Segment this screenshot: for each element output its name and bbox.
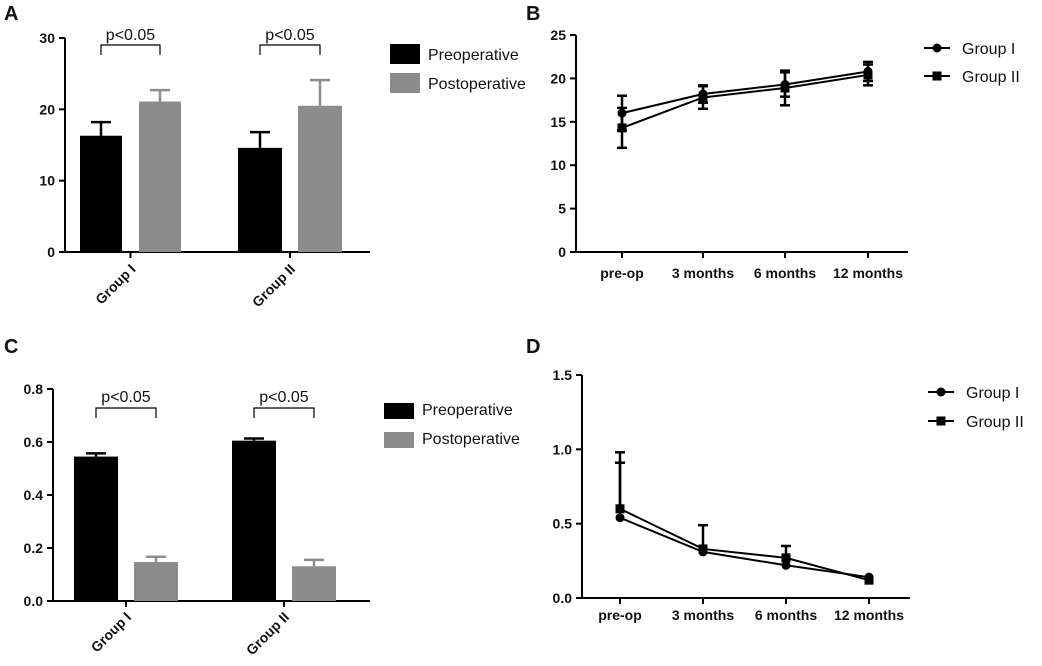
y-tick-label: 0 — [47, 244, 55, 260]
y-tick-label: 25 — [550, 27, 566, 43]
y-tick-label: 10 — [39, 173, 55, 189]
legend-swatch — [390, 44, 420, 64]
panel-letter: B — [526, 3, 540, 25]
x-category-label: Group I — [92, 261, 139, 308]
y-tick-label: 0.5 — [553, 516, 573, 532]
series-line-group-1 — [621, 70, 869, 115]
panel-letter: C — [4, 336, 18, 358]
data-point-group-2 — [615, 504, 625, 514]
legend-marker-square — [932, 71, 942, 81]
data-point-group-2 — [864, 575, 874, 585]
y-tick-label: 5 — [558, 201, 566, 217]
bar-preoperative — [232, 440, 276, 601]
x-category-label: 12 months — [834, 607, 904, 623]
data-point-group-2 — [698, 92, 708, 102]
data-point-group-2 — [617, 123, 627, 133]
x-category-label: Group I — [88, 609, 135, 656]
x-category-label: Group II — [243, 609, 292, 658]
y-tick-label: 0.6 — [24, 434, 44, 450]
panel-b: B 0 5 10 15 20 25 pre-op 3 months 6 months 12 mont… — [526, 3, 1020, 281]
y-tick-label: 0.4 — [24, 487, 44, 503]
data-point-group-1 — [781, 560, 791, 570]
x-category-label: 6 months — [754, 265, 816, 281]
y-tick-label: 0 — [558, 244, 566, 260]
x-category-label: pre-op — [598, 607, 642, 623]
y-tick-label: 20 — [550, 70, 566, 86]
y-tick-label: 30 — [39, 30, 55, 46]
significance-bracket — [253, 407, 315, 418]
x-category-label: 6 months — [755, 607, 817, 623]
x-category-label: 3 months — [672, 265, 734, 281]
legend-label: Postoperative — [428, 76, 526, 93]
legend-marker-circle — [932, 43, 942, 53]
y-tick-label: 0.0 — [24, 593, 44, 609]
bar-postoperative — [139, 101, 181, 252]
series-line-group-1 — [619, 516, 870, 579]
panel-d: D 0.0 0.5 1.0 1.5 pre-op 3 months 6 months 12 mo… — [526, 336, 1024, 623]
legend-label: Postoperative — [422, 431, 520, 448]
x-category-label: Group II — [249, 261, 298, 310]
panel-letter: A — [4, 3, 18, 25]
y-tick-label: 15 — [550, 114, 566, 130]
panel-a: A 0 10 20 30 Group I p<0.05 Group II p<0.05 Preop… — [4, 3, 526, 310]
significance-label: p<0.05 — [101, 389, 150, 406]
series-line-group-2 — [621, 73, 869, 129]
legend-swatch — [384, 432, 414, 448]
legend-marker-square — [936, 416, 946, 426]
bar-postoperative — [298, 105, 342, 253]
legend-label: Group II — [962, 69, 1020, 86]
y-tick-label: 0.2 — [24, 540, 44, 556]
panel-c: C 0.0 0.2 0.4 0.6 0.8 Group I p<0.05 Group II p<0… — [4, 336, 520, 658]
legend-label: Preoperative — [428, 47, 519, 64]
legend-label: Group I — [966, 385, 1019, 402]
bar-preoperative — [74, 456, 118, 601]
significance-label: p<0.05 — [265, 27, 314, 44]
significance-bracket — [259, 44, 321, 55]
legend-swatch — [390, 73, 420, 93]
legend-label: Group II — [966, 414, 1024, 431]
legend-label: Preoperative — [422, 402, 513, 419]
bar-postoperative — [134, 562, 178, 601]
y-tick-label: 20 — [39, 101, 55, 117]
significance-label: p<0.05 — [259, 389, 308, 406]
significance-bracket — [100, 44, 161, 55]
significance-label: p<0.05 — [106, 27, 155, 44]
data-point-group-2 — [780, 83, 790, 93]
x-category-label: 3 months — [672, 607, 734, 623]
x-category-label: pre-op — [600, 265, 644, 281]
series-line-group-2 — [619, 507, 870, 582]
y-tick-label: 0.0 — [553, 590, 573, 606]
panel-letter: D — [526, 336, 540, 358]
data-point-group-2 — [781, 553, 791, 563]
legend-swatch — [384, 403, 414, 419]
bar-preoperative — [238, 147, 282, 252]
legend-marker-circle — [936, 387, 946, 397]
significance-bracket — [95, 407, 157, 418]
y-tick-label: 0.8 — [24, 381, 44, 397]
bar-preoperative — [80, 135, 122, 252]
x-category-label: 12 months — [833, 265, 903, 281]
y-tick-label: 1.0 — [553, 441, 573, 457]
data-point-group-1 — [615, 513, 625, 523]
data-point-group-2 — [863, 70, 873, 80]
y-tick-label: 1.5 — [553, 367, 573, 383]
data-point-group-2 — [698, 544, 708, 554]
legend-label: Group I — [962, 41, 1015, 58]
y-tick-label: 10 — [550, 157, 566, 173]
bar-postoperative — [292, 566, 336, 601]
